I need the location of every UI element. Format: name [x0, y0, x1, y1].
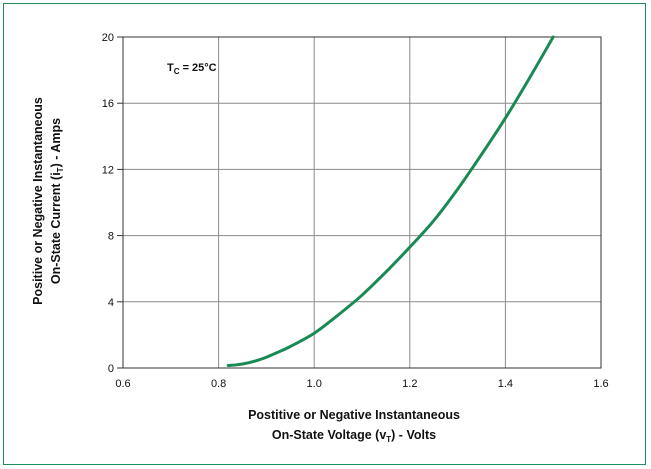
plot-area	[122, 36, 602, 369]
y-tick-label: 0	[108, 363, 114, 375]
y-tick-labels: 0 4 8 12 16 20	[102, 32, 123, 375]
grid	[122, 36, 602, 369]
x-tick-label: 1.6	[593, 378, 608, 390]
x-axis-title-line2: On-State Voltage (vT) - Volts	[272, 428, 436, 444]
x-tick-label: 1.0	[307, 378, 322, 390]
y-axis-title-line1: Positive or Negative Instantaneous	[31, 97, 45, 305]
x-tick-label: 0.8	[211, 378, 226, 390]
y-tick-label: 20	[102, 32, 114, 44]
y-axis-title-line2: On-State Current (iT) - Amps	[49, 118, 65, 284]
chart-frame	[3, 3, 646, 465]
y-axis-title: Positive or Negative Instantaneous On-St…	[31, 97, 65, 305]
x-tick-label: 1.2	[402, 378, 417, 390]
y-tick-label: 12	[102, 164, 114, 176]
x-tick-label: 1.4	[498, 378, 513, 390]
y-tick-label: 4	[108, 297, 114, 309]
temperature-annotation: TC = 25°C	[167, 62, 217, 76]
series-line	[226, 35, 555, 368]
x-axis-title-line1: Postitive or Negative Instantaneous	[248, 408, 460, 422]
x-tick-labels: 0.6 0.8 1.0 1.2 1.4 1.6	[115, 378, 608, 390]
y-tick-label: 8	[108, 231, 114, 243]
y-tick-label: 16	[102, 98, 114, 110]
x-tick-label: 0.6	[115, 378, 130, 390]
